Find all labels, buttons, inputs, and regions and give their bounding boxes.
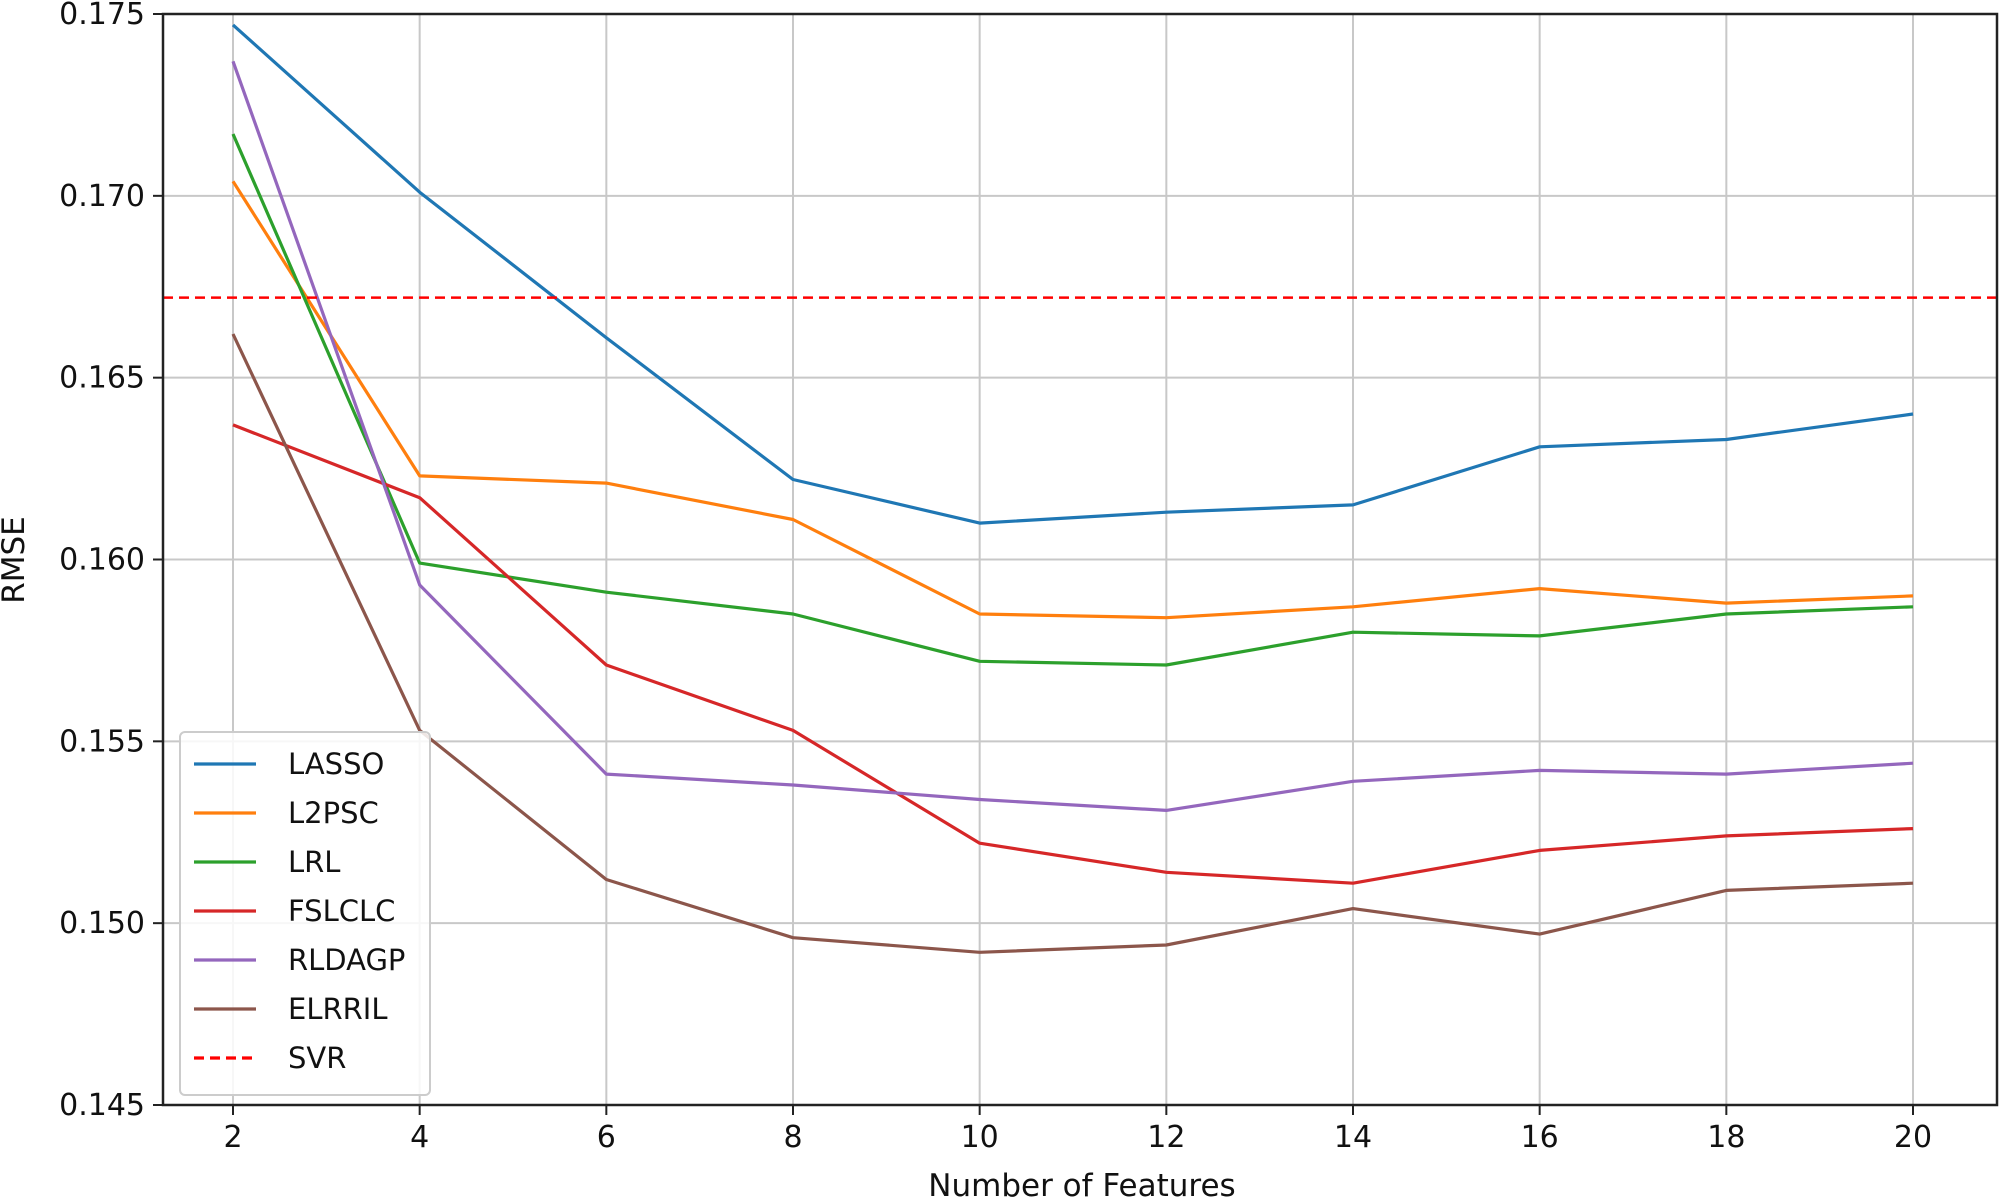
series-line-rldagp bbox=[231, 60, 1914, 813]
x-tick-label: 4 bbox=[410, 1120, 429, 1155]
legend-label: L2PSC bbox=[288, 796, 379, 830]
y-tick-label: 0.150 bbox=[59, 906, 145, 941]
legend-label: RLDAGP bbox=[288, 943, 405, 977]
legend: LASSO L2PSC LRL FSLCLC RLDAGP ELRRIL SVR bbox=[179, 731, 431, 1096]
series-lines bbox=[163, 23, 1997, 954]
x-tick-label: 6 bbox=[597, 1120, 616, 1155]
y-tick-label: 0.145 bbox=[59, 1088, 145, 1123]
x-axis-ticks: 2 4 6 8 10 12 14 16 18 20 bbox=[223, 1105, 1932, 1155]
x-tick-label: 2 bbox=[223, 1120, 242, 1155]
series-line-l2psc bbox=[231, 180, 1914, 620]
x-tick-label: 10 bbox=[961, 1120, 999, 1155]
x-tick-label: 8 bbox=[783, 1120, 802, 1155]
series-line-fslclc bbox=[232, 423, 1914, 885]
x-tick-label: 20 bbox=[1894, 1120, 1932, 1155]
x-tick-label: 18 bbox=[1707, 1120, 1745, 1155]
x-axis-label: Number of Features bbox=[928, 1168, 1235, 1201]
series-line-lasso bbox=[231, 23, 1914, 525]
legend-label: LRL bbox=[288, 845, 340, 879]
legend-label: SVR bbox=[288, 1041, 346, 1075]
y-axis-ticks: 0.145 0.150 0.155 0.160 0.165 0.170 0.175 bbox=[59, 0, 163, 1123]
x-tick-label: 12 bbox=[1147, 1120, 1185, 1155]
grid bbox=[163, 13, 1997, 1106]
y-tick-label: 0.175 bbox=[59, 0, 145, 32]
y-tick-label: 0.160 bbox=[59, 543, 145, 578]
x-tick-label: 14 bbox=[1334, 1120, 1372, 1155]
y-tick-label: 0.155 bbox=[59, 724, 145, 759]
legend-label: ELRRIL bbox=[288, 992, 388, 1026]
legend-label: FSLCLC bbox=[288, 894, 395, 928]
series-line-elrril bbox=[231, 333, 1914, 954]
x-tick-label: 16 bbox=[1521, 1120, 1559, 1155]
legend-label: LASSO bbox=[288, 747, 384, 781]
series-line-lrl bbox=[231, 133, 1914, 667]
legend-box bbox=[179, 731, 431, 1096]
y-tick-label: 0.165 bbox=[59, 361, 145, 396]
y-axis-label: RMSE bbox=[0, 516, 32, 604]
y-tick-label: 0.170 bbox=[59, 179, 145, 214]
